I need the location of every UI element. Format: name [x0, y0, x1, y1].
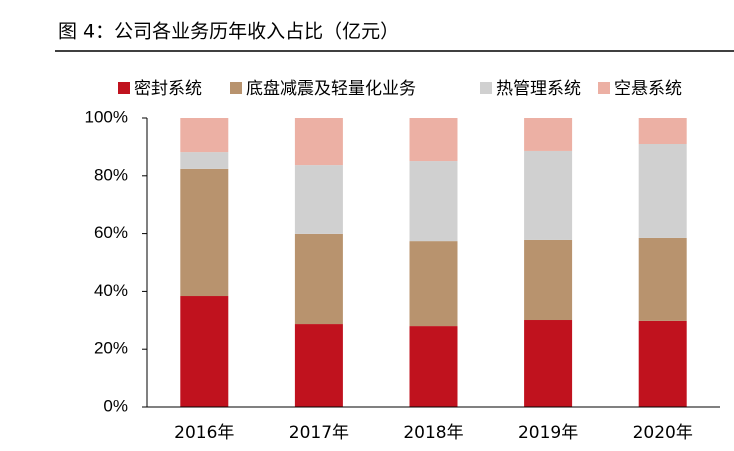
y-tick-label: 60% [94, 223, 128, 242]
bar-segment [180, 168, 229, 297]
bar-segment [294, 118, 343, 166]
legend-label: 空悬系统 [614, 79, 682, 99]
bar-segment [638, 118, 687, 145]
bar-segment [409, 241, 458, 327]
bar-segment [524, 320, 573, 407]
legend-label: 密封系统 [134, 79, 202, 99]
x-tick-label: 2019年 [518, 423, 578, 443]
legend-swatch [598, 82, 610, 94]
y-tick-label: 0% [103, 396, 128, 415]
y-tick-label: 40% [94, 281, 128, 300]
bar-segment [638, 320, 687, 407]
bar-segment [638, 237, 687, 321]
bar-segment [524, 239, 573, 321]
bar-segment [294, 165, 343, 234]
bar-segment [524, 150, 573, 240]
legend-label: 热管理系统 [496, 79, 581, 99]
x-tick-label: 2020年 [633, 423, 693, 443]
bar-segment [638, 144, 687, 238]
bar-segment [409, 326, 458, 407]
bar-segment [180, 152, 229, 169]
legend-swatch [230, 82, 242, 94]
x-tick-label: 2016年 [174, 423, 234, 443]
bar-segment [180, 118, 229, 153]
legend-label: 底盘减震及轻量化业务 [246, 79, 416, 99]
chart-title: 图 4：公司各业务历年收入占比（亿元） [58, 21, 399, 43]
y-tick-label: 80% [94, 165, 128, 184]
legend-swatch [480, 82, 492, 94]
bar-segment [409, 118, 458, 162]
y-tick-label: 20% [94, 339, 128, 358]
y-tick-label: 100% [85, 107, 128, 126]
bar-segment [524, 118, 573, 151]
bar-segment [294, 233, 343, 325]
x-tick-label: 2018年 [403, 423, 463, 443]
bar-segment [409, 161, 458, 242]
legend-swatch [118, 82, 130, 94]
x-tick-label: 2017年 [289, 423, 349, 443]
bar-segment [294, 324, 343, 407]
bar-segment [180, 296, 229, 407]
